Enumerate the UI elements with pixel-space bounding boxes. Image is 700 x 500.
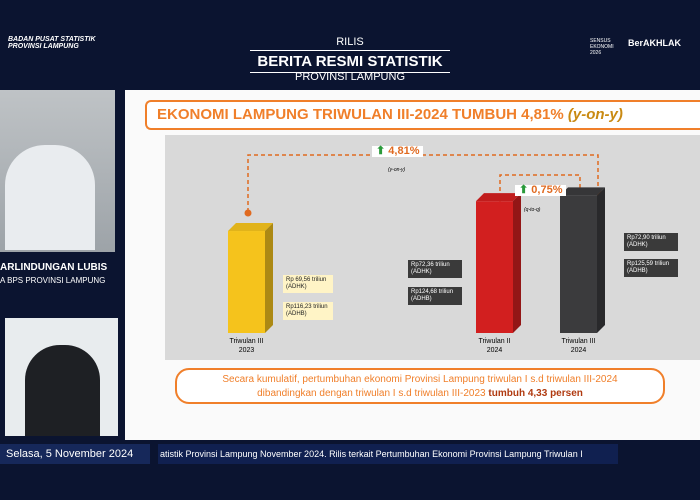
bar [560, 187, 605, 333]
value-label: Rp72,36 triliun (ADHK) [408, 260, 462, 278]
bar-top [228, 223, 273, 232]
bar-top [560, 187, 605, 196]
summary: Secara kumulatif, pertumbuhan ekonomi Pr… [222, 374, 618, 399]
bar [228, 223, 273, 333]
org: BADAN PUSAT STATISTIK PROVINSI LAMPUNG [8, 36, 96, 50]
value-label: Rp125,59 triliun (ADHB) [624, 259, 678, 277]
category-label: Triwulan II 2024 [478, 338, 511, 354]
logo-berakhlak: BerAKHLAK [628, 38, 682, 48]
bar-front [476, 201, 513, 333]
bar [476, 193, 521, 333]
bar-top [476, 193, 521, 202]
up-icon: ⬆ [519, 184, 529, 196]
bar-side [513, 193, 521, 333]
slide-title-note: (y-on-y) [567, 106, 623, 123]
kicker: RILIS [336, 36, 364, 48]
header-subtitle: PROVINSI LAMPUNG [294, 71, 406, 83]
growth-label: 0,75% [531, 184, 563, 196]
slide-title-bar [145, 100, 700, 130]
value-label: Rp72,90 triliun (ADHK) [624, 233, 678, 251]
value-label: Rp124,68 triliun (ADHB) [408, 287, 462, 305]
header-title: BERITA RESMI STATISTIK [250, 50, 450, 73]
speaker-figure [5, 145, 95, 250]
slide-title: EKONOMI LAMPUNG TRIWULAN III-2024 TUMBUH… [157, 106, 623, 123]
logo-sensus: SENSUS EKONOMI 2026 [590, 38, 614, 56]
growth-qtq: ⬆ 0,75% [515, 184, 567, 196]
value-label: Rp116,23 triliun (ADHB) [283, 302, 333, 320]
bar-side [265, 223, 273, 333]
footer-date: Selasa, 5 November 2024 [0, 444, 150, 464]
speaker-role: A BPS PROVINSI LAMPUNG [0, 276, 106, 285]
bar-side [597, 187, 605, 333]
growth-label: 4,81% [388, 145, 420, 157]
arrow-dot [244, 209, 252, 217]
category-label: Triwulan III 2024 [561, 338, 596, 354]
sign-figure [25, 345, 100, 436]
summary-bold: tumbuh 4,33 persen [488, 388, 583, 399]
speaker-name: ARLINDUNGAN LUBIS [0, 262, 108, 273]
value-label: Rp 69,56 triliun (ADHK) [283, 275, 333, 293]
growth-note: (q-to-q) [524, 207, 541, 213]
bar-front [228, 231, 265, 333]
category-label: Triwulan III 2023 [229, 338, 264, 354]
summary-box: Secara kumulatif, pertumbuhan ekonomi Pr… [175, 368, 665, 404]
footer-ticker: atistik Provinsi Lampung November 2024. … [158, 444, 618, 464]
growth-yoy: ⬆ 4,81% [372, 145, 424, 157]
growth-note: (y-on-y) [388, 167, 406, 173]
bar-front [560, 195, 597, 333]
up-icon: ⬆ [376, 145, 386, 157]
slide-title-text: EKONOMI LAMPUNG TRIWULAN III-2024 TUMBUH… [157, 106, 564, 123]
